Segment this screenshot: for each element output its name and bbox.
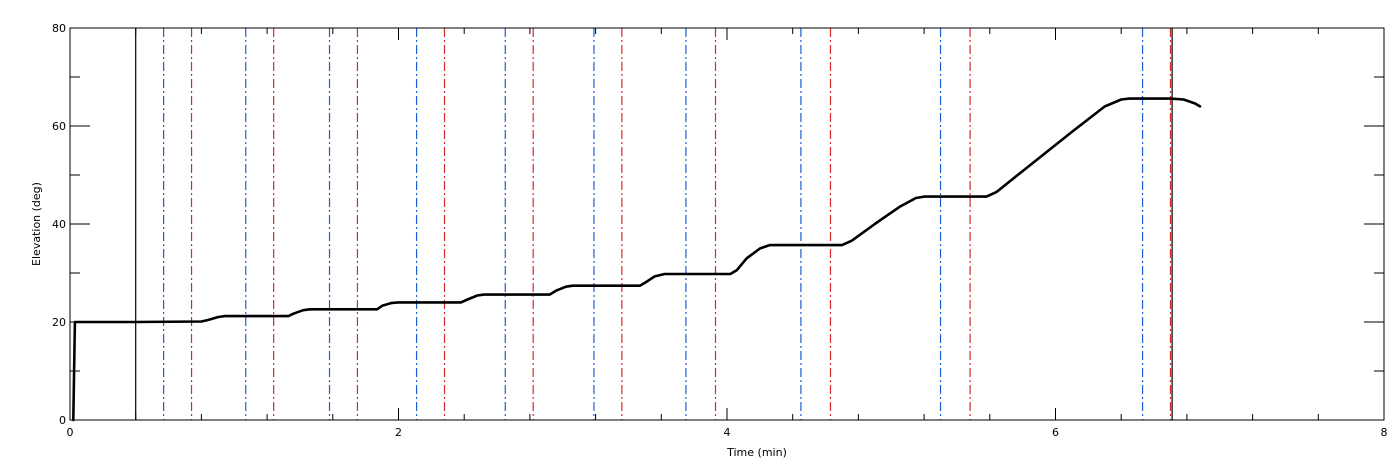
x-tick-label: 8 <box>1381 426 1388 439</box>
vertical-markers <box>135 28 1173 420</box>
x-tick-label: 2 <box>395 426 402 439</box>
x-tick-labels: 0 2 4 6 8 <box>67 426 1388 439</box>
y-tick-label: 0 <box>59 414 66 427</box>
plot-frame <box>69 27 1385 421</box>
x-tick-label: 4 <box>724 426 731 439</box>
y-axis-title: Elevation (deg) <box>30 182 43 266</box>
y-tick-label: 80 <box>52 22 66 35</box>
y-tick-labels: 0 20 40 60 80 <box>52 22 66 427</box>
major-ticks <box>69 27 1385 421</box>
data-series <box>72 97 1202 422</box>
y-tick-label: 20 <box>52 316 66 329</box>
x-tick-label: 0 <box>67 426 74 439</box>
y-tick-label: 60 <box>52 120 66 133</box>
x-tick-label: 6 <box>1052 426 1059 439</box>
elevation-line <box>72 97 1202 422</box>
x-axis-title: Time (min) <box>726 446 787 459</box>
minor-ticks <box>69 27 1385 421</box>
y-tick-label: 40 <box>52 218 66 231</box>
